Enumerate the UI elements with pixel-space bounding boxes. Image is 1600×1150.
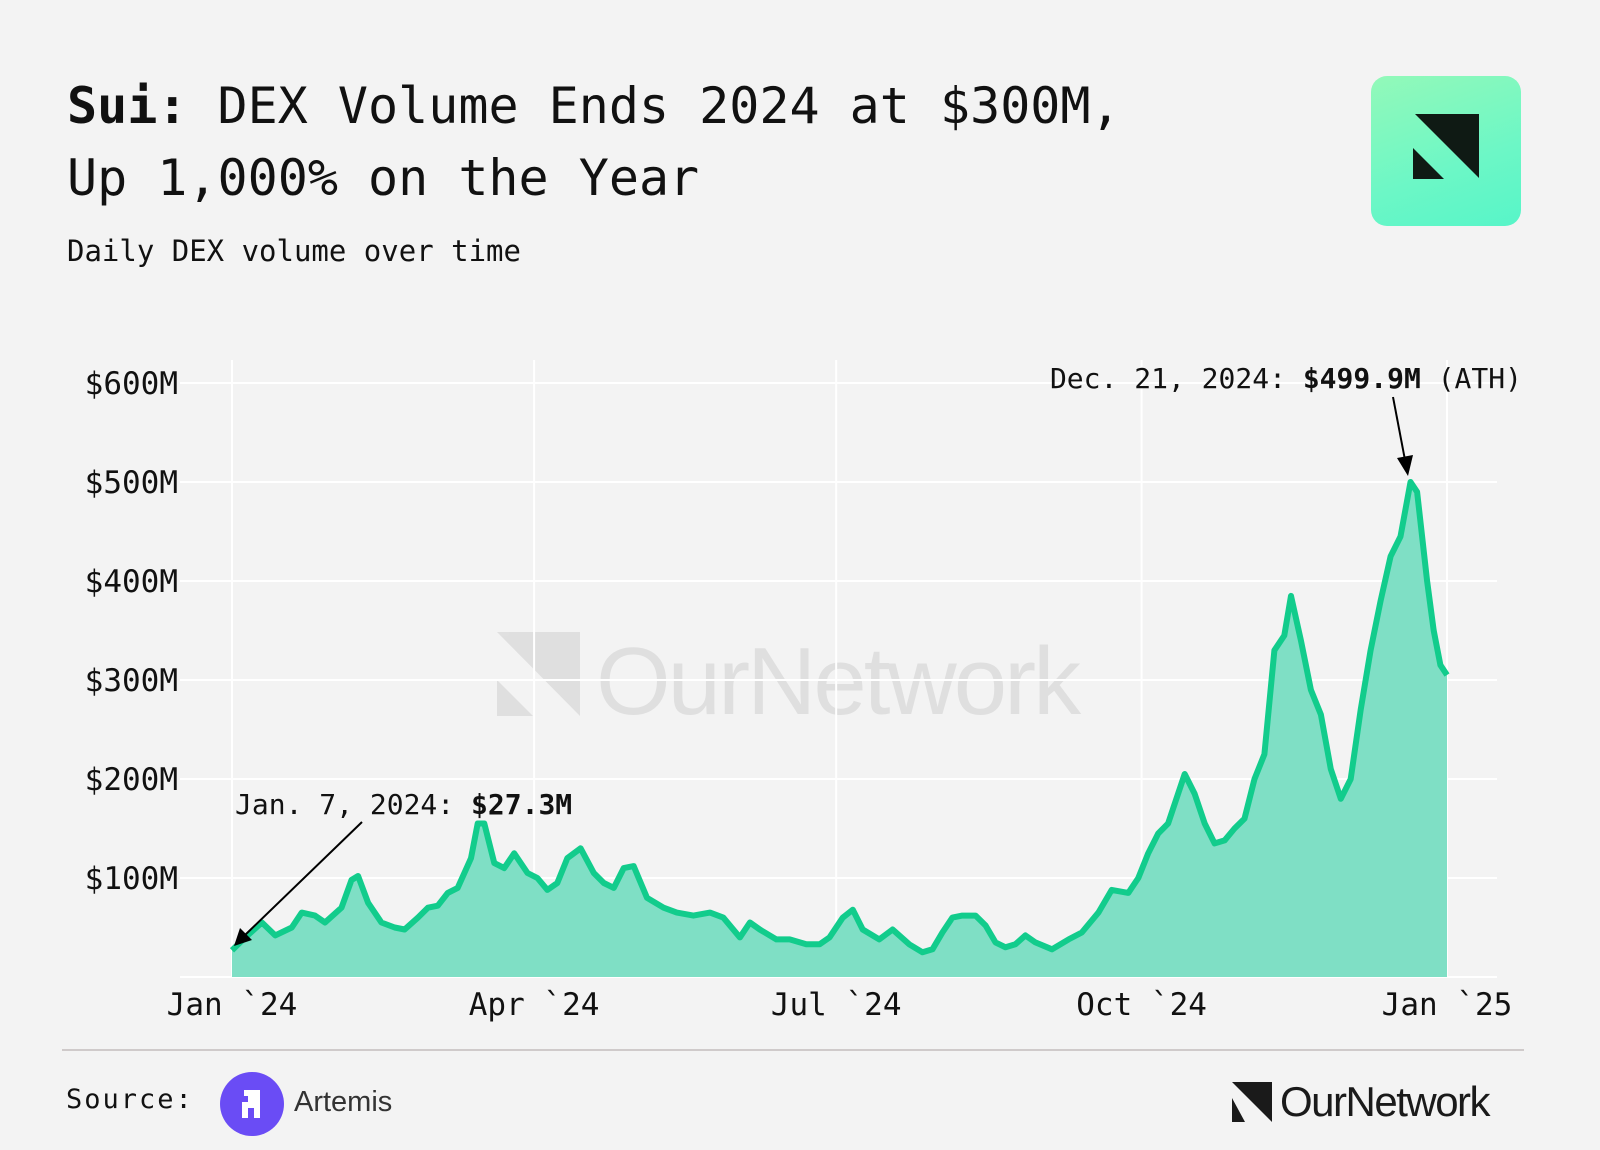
x-tick-label: Jul `24 — [771, 987, 902, 1023]
area-fill — [232, 482, 1447, 977]
annotation-arrow — [242, 821, 363, 938]
title-bold: Sui: — [67, 77, 188, 135]
arrowhead-icon — [1397, 455, 1413, 476]
ournetwork-footer-logo-icon — [1232, 1082, 1272, 1122]
artemis-logo-icon — [220, 1072, 284, 1136]
ournetwork-logo-icon — [1413, 114, 1479, 179]
watermark: OurNetwork — [497, 628, 1085, 735]
ournetwork-logo-badge — [1371, 76, 1521, 226]
annotation-value: $499.9M — [1303, 362, 1421, 395]
x-tick-label: Jan `24 — [167, 987, 298, 1023]
y-tick-label: $200M — [85, 762, 178, 798]
x-tick-label: Jan `25 — [1382, 987, 1513, 1023]
y-tick-label: $400M — [85, 564, 178, 600]
series-line — [229, 479, 1450, 956]
x-tick-label: Apr `24 — [469, 987, 600, 1023]
y-tick-label: $600M — [85, 366, 178, 402]
annotation-arrow — [1392, 396, 1406, 461]
arrowhead-icon — [234, 928, 252, 946]
chart-title: Sui: DEX Volume Ends 2024 at $300M, Up 1… — [67, 70, 1121, 214]
y-tick-label: $300M — [85, 663, 178, 699]
annotation-jan7: Jan. 7, 2024: $27.3M — [235, 788, 572, 821]
x-tick-label: Oct `24 — [1076, 987, 1207, 1023]
y-tick-label: $100M — [85, 861, 178, 897]
footer-divider — [62, 1049, 1524, 1051]
annotation-text: Dec. 21, 2024: — [1050, 362, 1303, 395]
source-name: Artemis — [294, 1086, 393, 1118]
source-label: Source: — [66, 1084, 194, 1115]
chart-subtitle: Daily DEX volume over time — [67, 234, 521, 268]
annotation-text: Jan. 7, 2024: — [235, 788, 471, 821]
brand-name: OurNetwork — [1280, 1078, 1491, 1125]
area-chart: OurNetwork $100M $200M $300M $400M $500M $600… — [85, 360, 1522, 1023]
annotation-ath: Dec. 21, 2024: $499.9M (ATH) — [1050, 362, 1522, 395]
annotation-suffix: (ATH) — [1421, 362, 1522, 395]
title-rest: DEX Volume Ends 2024 at $300M, Up 1,000%… — [67, 77, 1121, 207]
y-tick-label: $500M — [85, 465, 178, 501]
svg-text:OurNetwork: OurNetwork — [596, 628, 1082, 735]
annotation-value: $27.3M — [471, 788, 572, 821]
